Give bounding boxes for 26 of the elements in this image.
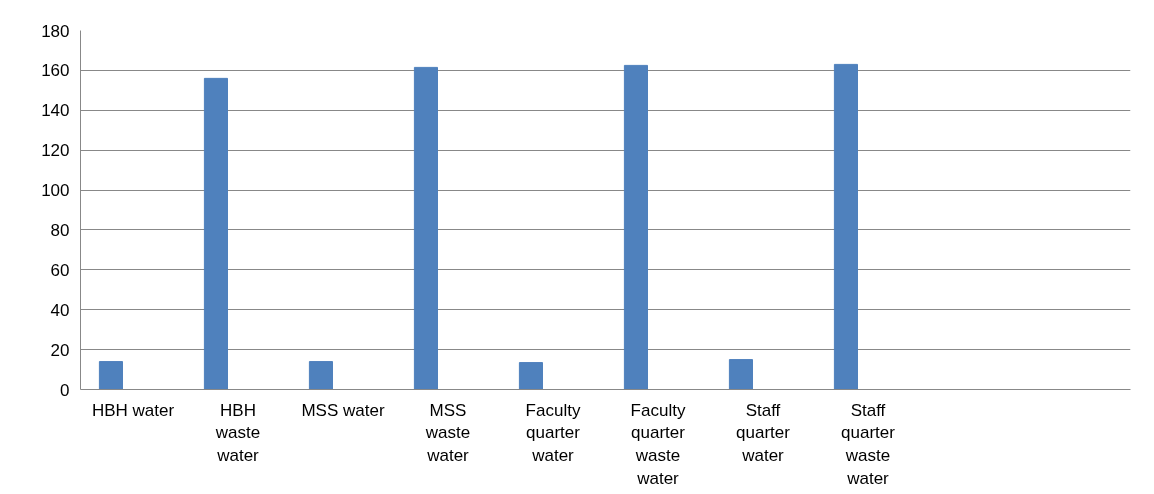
y-tick-label: 0 [60, 380, 70, 400]
x-tick-label: Faculty quarter water [525, 400, 581, 466]
x-tick-label: Staff quarter water [736, 400, 791, 466]
bar [203, 77, 228, 390]
y-tick-label: 100 [41, 181, 70, 201]
y-tick-label: 80 [50, 220, 70, 240]
y-tick-label: 20 [50, 340, 70, 360]
bar [413, 66, 438, 390]
bar [308, 361, 333, 390]
x-tick-label: MSS water [301, 400, 385, 420]
x-tick-label: MSS waste water [424, 400, 471, 466]
y-tick-label: 120 [41, 141, 70, 161]
bar [98, 361, 123, 390]
y-tick-label: 160 [41, 61, 70, 81]
bar [623, 64, 648, 390]
y-tick-label: 40 [50, 300, 70, 320]
x-tick-label: HBH water [91, 400, 175, 420]
bar [833, 63, 858, 390]
x-tick-label: Staff quarter waste water [841, 400, 896, 488]
x-tick-label: HBH waste water [214, 400, 261, 466]
y-tick-label: 140 [41, 101, 70, 121]
bar [518, 362, 543, 390]
y-tick-label: 60 [50, 260, 70, 280]
bar [728, 359, 753, 390]
x-tick-label: Faculty quarter waste water [630, 400, 686, 488]
y-tick-label: 180 [41, 21, 70, 41]
